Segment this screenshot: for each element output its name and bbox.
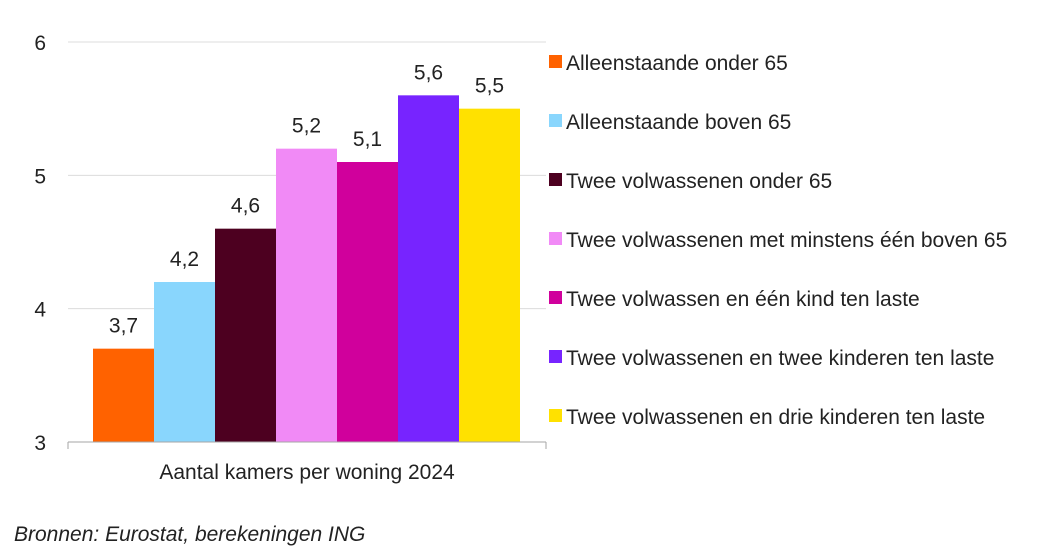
y-axis-ticks: 3 4 5 6: [34, 32, 46, 455]
legend-label: Twee volwassen en één kind ten laste: [566, 288, 920, 311]
y-tick-label: 4: [34, 299, 46, 322]
data-label: 4,6: [231, 195, 260, 218]
bar: [459, 108, 520, 443]
bar: [215, 228, 276, 442]
source-note: Bronnen: Eurostat, berekeningen ING: [14, 523, 366, 546]
legend-label: Twee volwassenen onder 65: [566, 170, 832, 193]
y-tick-label: 5: [34, 165, 46, 188]
bars: [93, 95, 520, 443]
data-label: 4,2: [170, 248, 199, 271]
data-label: 3,7: [109, 315, 138, 338]
bar: [276, 148, 337, 442]
bar: [337, 162, 398, 442]
data-labels: 3,7 4,2 4,6 5,2 5,1 5,6 5,5: [109, 61, 504, 337]
bar: [93, 348, 154, 442]
legend-swatch: [549, 173, 562, 186]
legend-label: Alleenstaande boven 65: [566, 111, 791, 134]
legend-swatch: [549, 291, 562, 304]
legend-label: Twee volwassenen met minstens één boven …: [566, 229, 1007, 252]
data-label: 5,5: [475, 75, 504, 98]
data-label: 5,1: [353, 128, 382, 151]
legend-swatch: [549, 114, 562, 127]
legend-swatch: [549, 55, 562, 68]
legend-swatch: [549, 350, 562, 363]
legend-swatch: [549, 232, 562, 245]
bar: [398, 95, 459, 442]
category-label: Aantal kamers per woning 2024: [159, 461, 455, 484]
y-tick-label: 6: [34, 32, 46, 55]
data-label: 5,2: [292, 115, 321, 138]
legend: Alleenstaande onder 65 Alleenstaande bove…: [549, 52, 1007, 429]
y-tick-label: 3: [34, 432, 46, 455]
legend-swatch: [549, 409, 562, 422]
data-label: 5,6: [414, 61, 443, 84]
legend-label: Alleenstaande onder 65: [566, 52, 788, 75]
legend-label: Twee volwassenen en drie kinderen ten la…: [566, 406, 985, 429]
legend-label: Twee volwassenen en twee kinderen ten la…: [566, 347, 994, 370]
x-axis: Aantal kamers per woning 2024: [67, 441, 547, 484]
bar: [154, 282, 215, 442]
